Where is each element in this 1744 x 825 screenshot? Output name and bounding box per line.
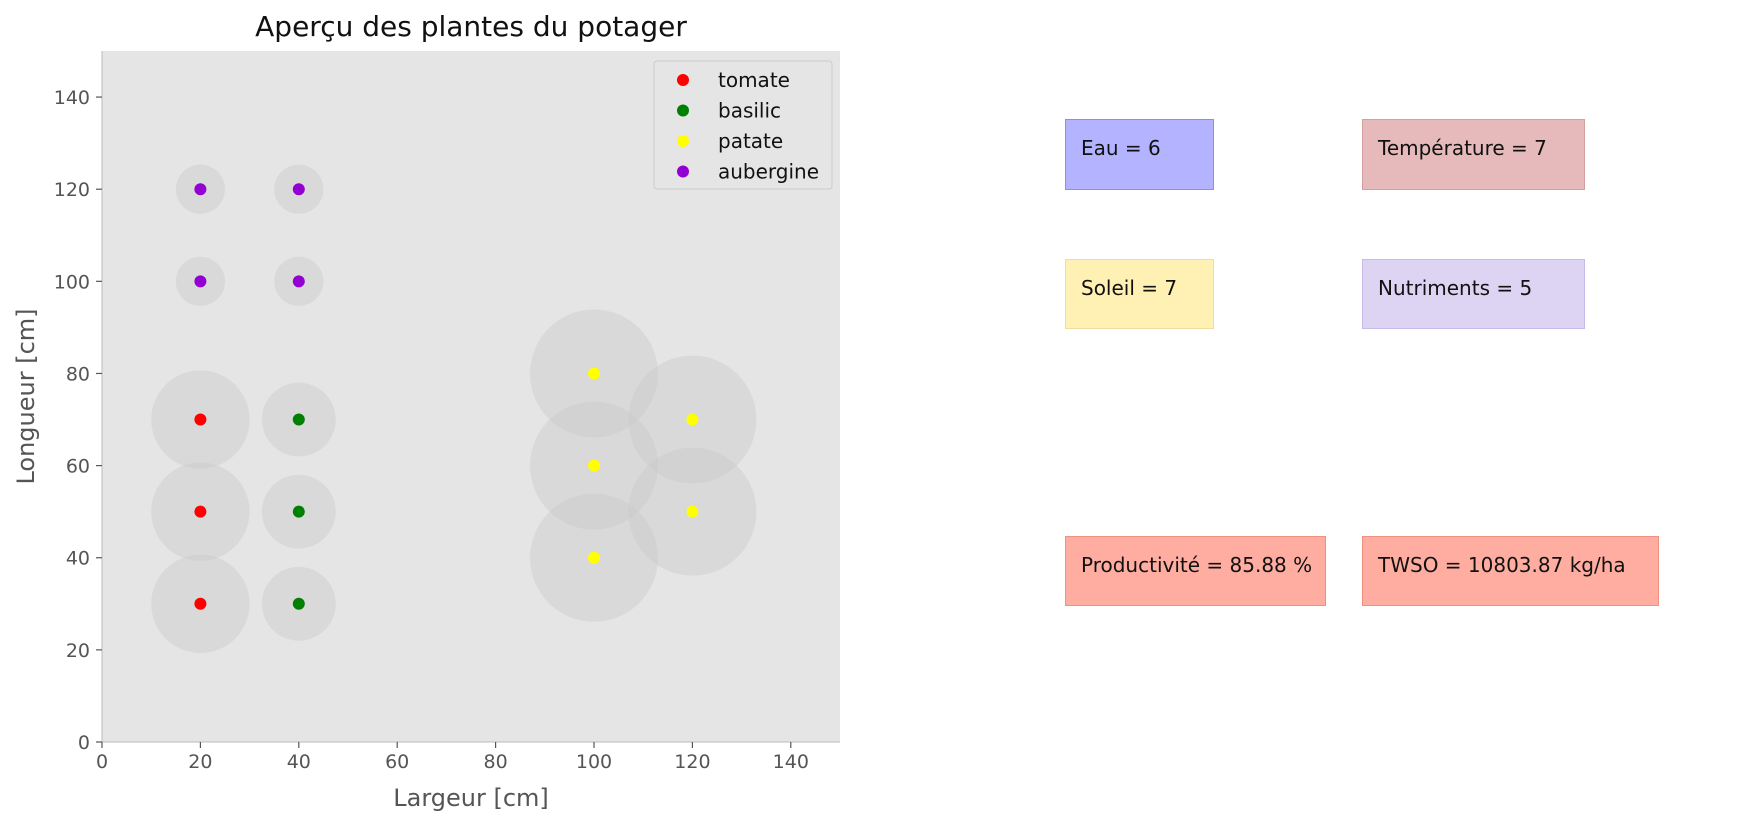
plant-marker-patate [686,505,699,518]
y-tick-label: 140 [54,87,90,109]
x-tick-label: 100 [576,751,612,773]
plant-marker-aubergine [292,183,305,196]
info-box-soleil: Soleil = 7 [1065,259,1214,329]
plant-marker-tomate [194,413,207,426]
plant-marker-patate [588,459,600,472]
legend-label-basilic: basilic [718,99,781,123]
legend-frame [653,60,833,190]
x-tick-label: 40 [287,751,311,773]
info-productivite-text: Productivité = 85.88 % [1081,553,1313,577]
info-box-temperature: Température = 7 [1362,119,1585,190]
plant-marker-patate [686,413,699,426]
plant-marker-tomate [194,505,207,518]
y-tick-label: 0 [78,732,90,754]
y-tick-label: 120 [54,179,90,201]
info-temperature-text: Température = 7 [1378,136,1547,160]
info-eau-text: Eau = 6 [1081,136,1161,160]
y-tick-label: 40 [66,548,90,570]
legend: tomate basilic patate aubergine [653,60,833,190]
plant-marker-patate [588,367,600,380]
y-tick-label: 60 [66,456,90,478]
info-nutriments-text: Nutriments = 5 [1378,276,1533,300]
info-box-productivite: Productivité = 85.88 % [1065,536,1326,606]
y-tick-label: 20 [66,640,90,662]
plant-marker-aubergine [194,275,207,288]
info-twso-text: TWSO = 10803.87 kg/ha [1378,553,1626,577]
legend-label-aubergine: aubergine [718,160,819,184]
legend-marker-patate [677,135,689,147]
x-tick-label: 60 [385,751,409,773]
y-tick-label: 100 [54,271,90,293]
legend-marker-basilic [677,104,689,117]
plant-marker-tomate [194,597,207,610]
chart-title: Aperçu des plantes du potager [255,10,687,43]
x-axis-label: Largeur [cm] [393,784,549,812]
y-axis-label: Longueur [cm] [12,308,40,484]
plant-marker-aubergine [194,183,207,196]
y-tick-label: 80 [66,363,90,385]
plant-marker-basilic [292,597,305,610]
x-tick-label: 80 [484,751,508,773]
x-tick-label: 120 [674,751,710,773]
legend-marker-tomate [677,74,689,86]
plant-marker-aubergine [292,275,305,288]
info-box-eau: Eau = 6 [1065,119,1214,190]
legend-label-tomate: tomate [718,68,790,92]
legend-marker-aubergine [677,165,689,178]
plant-marker-basilic [292,413,305,426]
plant-marker-basilic [292,505,305,518]
x-tick-label: 140 [773,751,809,773]
plant-marker-patate [588,551,600,564]
info-soleil-text: Soleil = 7 [1081,276,1178,300]
legend-label-patate: patate [718,129,783,153]
x-tick-label: 20 [188,751,212,773]
info-box-nutriments: Nutriments = 5 [1362,259,1585,329]
x-tick-label: 0 [96,751,108,773]
info-box-twso: TWSO = 10803.87 kg/ha [1362,536,1659,606]
